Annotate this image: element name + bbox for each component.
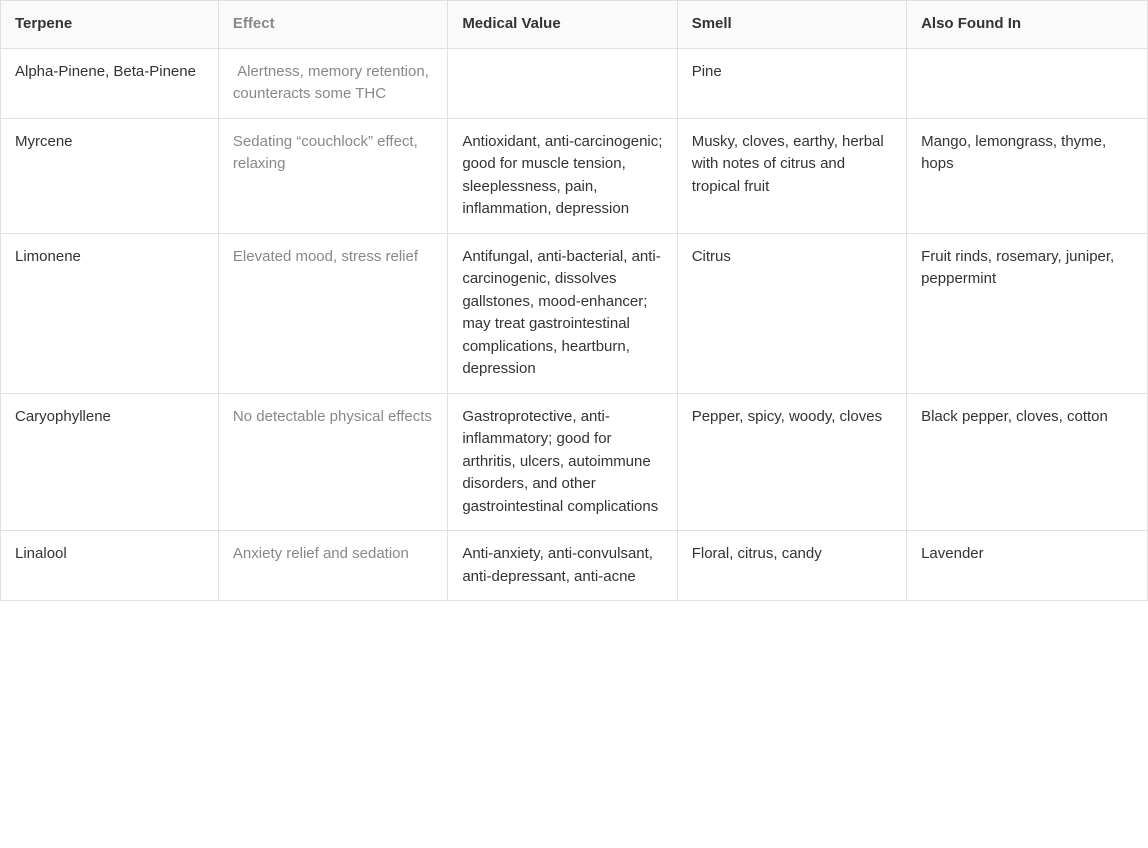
header-found: Also Found In	[907, 1, 1148, 49]
cell-found: Mango, lemongrass, thyme, hops	[907, 118, 1148, 233]
table-row: Alpha-Pinene, Beta-Pinene Alertness, mem…	[1, 48, 1148, 118]
cell-medical	[448, 48, 677, 118]
header-smell: Smell	[677, 1, 906, 49]
cell-medical: Gastroprotective, anti-inflammatory; goo…	[448, 393, 677, 531]
header-terpene: Terpene	[1, 1, 219, 49]
header-medical: Medical Value	[448, 1, 677, 49]
cell-smell: Citrus	[677, 233, 906, 393]
cell-smell: Pepper, spicy, woody, cloves	[677, 393, 906, 531]
cell-terpene: Caryophyllene	[1, 393, 219, 531]
cell-terpene: Limonene	[1, 233, 219, 393]
cell-effect: Elevated mood, stress relief	[218, 233, 447, 393]
cell-medical: Antioxidant, anti-carcinogenic; good for…	[448, 118, 677, 233]
cell-found: Lavender	[907, 531, 1148, 601]
cell-terpene: Linalool	[1, 531, 219, 601]
terpene-table: Terpene Effect Medical Value Smell Also …	[0, 0, 1148, 601]
cell-medical: Antifungal, anti-bacterial, anti-carcino…	[448, 233, 677, 393]
table-row: Limonene Elevated mood, stress relief An…	[1, 233, 1148, 393]
table-row: Caryophyllene No detectable physical eff…	[1, 393, 1148, 531]
cell-smell: Musky, cloves, earthy, herbal with notes…	[677, 118, 906, 233]
cell-effect: No detectable physical effects	[218, 393, 447, 531]
table-row: Linalool Anxiety relief and sedation Ant…	[1, 531, 1148, 601]
cell-found	[907, 48, 1148, 118]
cell-smell: Floral, citrus, candy	[677, 531, 906, 601]
header-row: Terpene Effect Medical Value Smell Also …	[1, 1, 1148, 49]
cell-effect: Sedating “couchlock” effect, relaxing	[218, 118, 447, 233]
cell-found: Fruit rinds, rosemary, juniper, peppermi…	[907, 233, 1148, 393]
cell-terpene: Myrcene	[1, 118, 219, 233]
table-header: Terpene Effect Medical Value Smell Also …	[1, 1, 1148, 49]
table-body: Alpha-Pinene, Beta-Pinene Alertness, mem…	[1, 48, 1148, 601]
cell-effect: Alertness, memory retention, counteracts…	[218, 48, 447, 118]
header-effect: Effect	[218, 1, 447, 49]
cell-found: Black pepper, cloves, cotton	[907, 393, 1148, 531]
cell-smell: Pine	[677, 48, 906, 118]
table-row: Myrcene Sedating “couchlock” effect, rel…	[1, 118, 1148, 233]
cell-effect: Anxiety relief and sedation	[218, 531, 447, 601]
cell-medical: Anti-anxiety, anti-convulsant, anti-depr…	[448, 531, 677, 601]
cell-terpene: Alpha-Pinene, Beta-Pinene	[1, 48, 219, 118]
